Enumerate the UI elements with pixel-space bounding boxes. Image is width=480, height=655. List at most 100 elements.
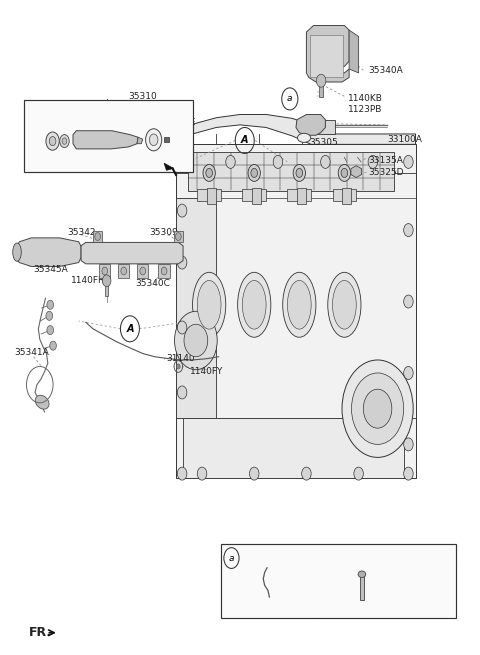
Text: 31337F: 31337F [249, 552, 283, 561]
Ellipse shape [13, 243, 21, 261]
Circle shape [316, 74, 326, 87]
Bar [207, 188, 216, 204]
Circle shape [404, 366, 413, 379]
Bar [297, 188, 306, 204]
Bar [188, 152, 394, 191]
Circle shape [178, 386, 187, 399]
Circle shape [161, 267, 167, 275]
Bar [242, 189, 266, 201]
Ellipse shape [358, 571, 366, 578]
Circle shape [184, 324, 208, 357]
Text: 35345A: 35345A [34, 265, 68, 274]
Bar [183, 419, 404, 478]
Ellipse shape [288, 280, 311, 329]
Ellipse shape [197, 280, 221, 329]
Polygon shape [164, 163, 174, 170]
Circle shape [49, 136, 56, 145]
Ellipse shape [328, 272, 361, 337]
Bar [176, 198, 216, 419]
Circle shape [149, 134, 158, 145]
Circle shape [145, 129, 162, 151]
Circle shape [404, 438, 413, 451]
Ellipse shape [238, 272, 271, 337]
Circle shape [121, 267, 127, 275]
Text: 35310: 35310 [128, 92, 157, 102]
Circle shape [178, 204, 187, 217]
Circle shape [203, 164, 216, 181]
Polygon shape [306, 26, 349, 82]
Circle shape [363, 389, 392, 428]
Text: 35340C: 35340C [135, 279, 169, 288]
Text: 1140FD: 1140FD [346, 552, 381, 561]
Circle shape [197, 467, 207, 480]
Polygon shape [137, 137, 143, 143]
Bar [164, 136, 169, 142]
Circle shape [47, 300, 54, 309]
Bar [93, 231, 102, 242]
Circle shape [178, 256, 187, 269]
Circle shape [301, 467, 311, 480]
Polygon shape [176, 144, 416, 478]
Circle shape [342, 360, 413, 457]
Ellipse shape [35, 395, 49, 409]
Bar [342, 188, 351, 204]
Circle shape [368, 155, 378, 168]
Circle shape [206, 168, 213, 178]
Circle shape [321, 155, 330, 168]
Circle shape [46, 132, 59, 150]
Circle shape [50, 341, 56, 350]
Ellipse shape [333, 280, 356, 329]
Text: 35312J: 35312J [46, 158, 77, 167]
Ellipse shape [298, 134, 311, 142]
Bar [158, 264, 170, 278]
Bar [310, 35, 343, 77]
Circle shape [140, 267, 145, 275]
Text: a: a [228, 553, 234, 563]
Circle shape [250, 467, 259, 480]
Circle shape [178, 155, 187, 168]
Text: A: A [241, 136, 249, 145]
Text: 33100A: 33100A [387, 135, 422, 143]
Text: 1140FY: 1140FY [190, 367, 224, 375]
Bar [360, 576, 364, 600]
Text: 35342: 35342 [67, 227, 96, 236]
Circle shape [60, 135, 69, 147]
Bar [197, 189, 221, 201]
Ellipse shape [242, 280, 266, 329]
Circle shape [177, 364, 180, 369]
Bar [24, 100, 192, 172]
Circle shape [296, 168, 302, 178]
Polygon shape [176, 115, 416, 144]
Bar [288, 189, 311, 201]
Ellipse shape [283, 272, 316, 337]
Circle shape [341, 168, 348, 178]
Bar [137, 264, 148, 278]
Bar [174, 231, 183, 242]
Circle shape [251, 168, 258, 178]
Text: 33815E: 33815E [162, 119, 196, 128]
Circle shape [102, 267, 108, 275]
Text: 35341A: 35341A [14, 348, 48, 357]
Circle shape [226, 155, 235, 168]
Bar [252, 188, 261, 204]
Polygon shape [351, 166, 361, 178]
Text: A: A [126, 324, 133, 334]
Text: 31140: 31140 [167, 354, 195, 362]
Bar [306, 120, 335, 134]
Ellipse shape [192, 272, 226, 337]
Bar [333, 189, 356, 201]
Bar [99, 264, 110, 278]
Text: 35312A: 35312A [38, 128, 73, 137]
Text: 1140FR: 1140FR [71, 276, 105, 285]
Text: 1123PB: 1123PB [348, 105, 383, 114]
Bar [105, 282, 108, 296]
Circle shape [248, 164, 261, 181]
Circle shape [47, 326, 54, 335]
Text: FR.: FR. [29, 626, 52, 639]
Polygon shape [296, 115, 325, 136]
Bar [319, 82, 323, 97]
Circle shape [46, 311, 53, 320]
Circle shape [95, 233, 100, 240]
Circle shape [404, 295, 413, 308]
Text: 35305: 35305 [309, 138, 337, 147]
